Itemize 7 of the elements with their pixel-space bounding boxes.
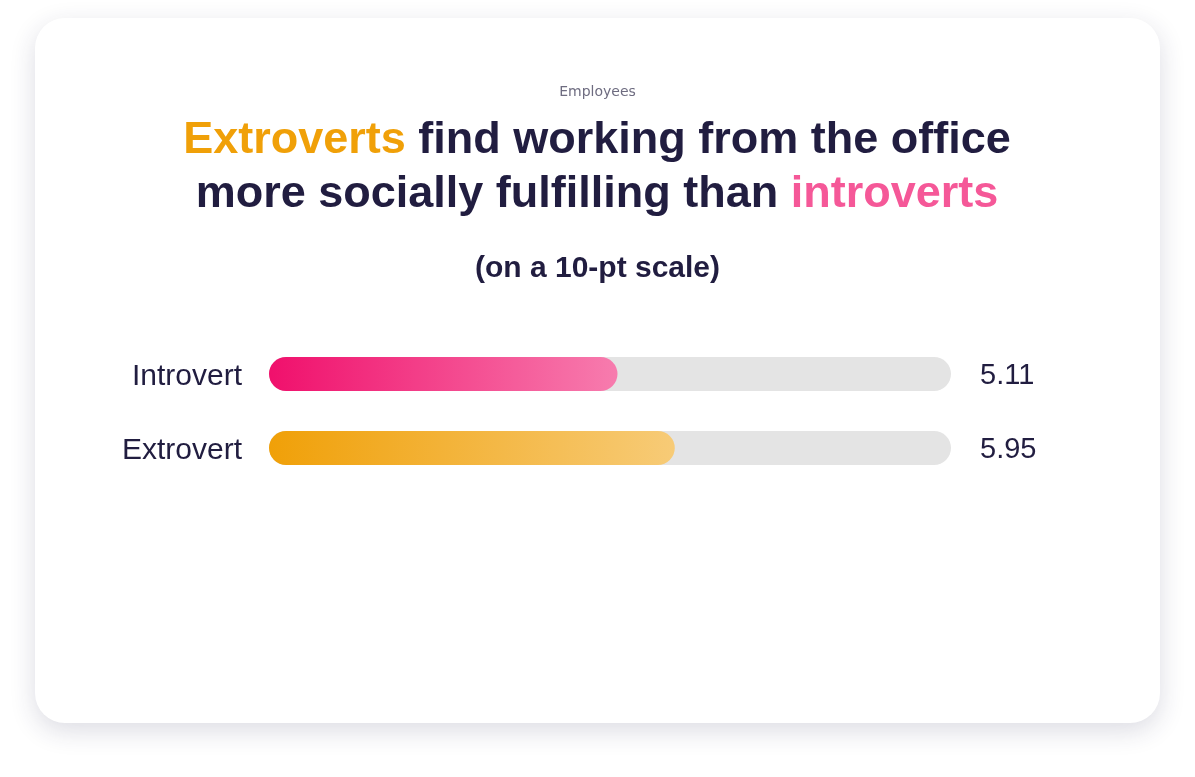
y-tick-label: Extrovert [121, 431, 243, 465]
data-label: 5.95 [980, 432, 1037, 464]
data-label: 5.11 [980, 358, 1035, 390]
chart-subtitle: (on a 10-pt scale) [473, 250, 722, 284]
y-tick-label: Introvert [131, 357, 243, 391]
text: Employees [558, 83, 637, 99]
chart-title: Extroverts find working from the office more socially fulfilling than introverts [183, 112, 1011, 217]
